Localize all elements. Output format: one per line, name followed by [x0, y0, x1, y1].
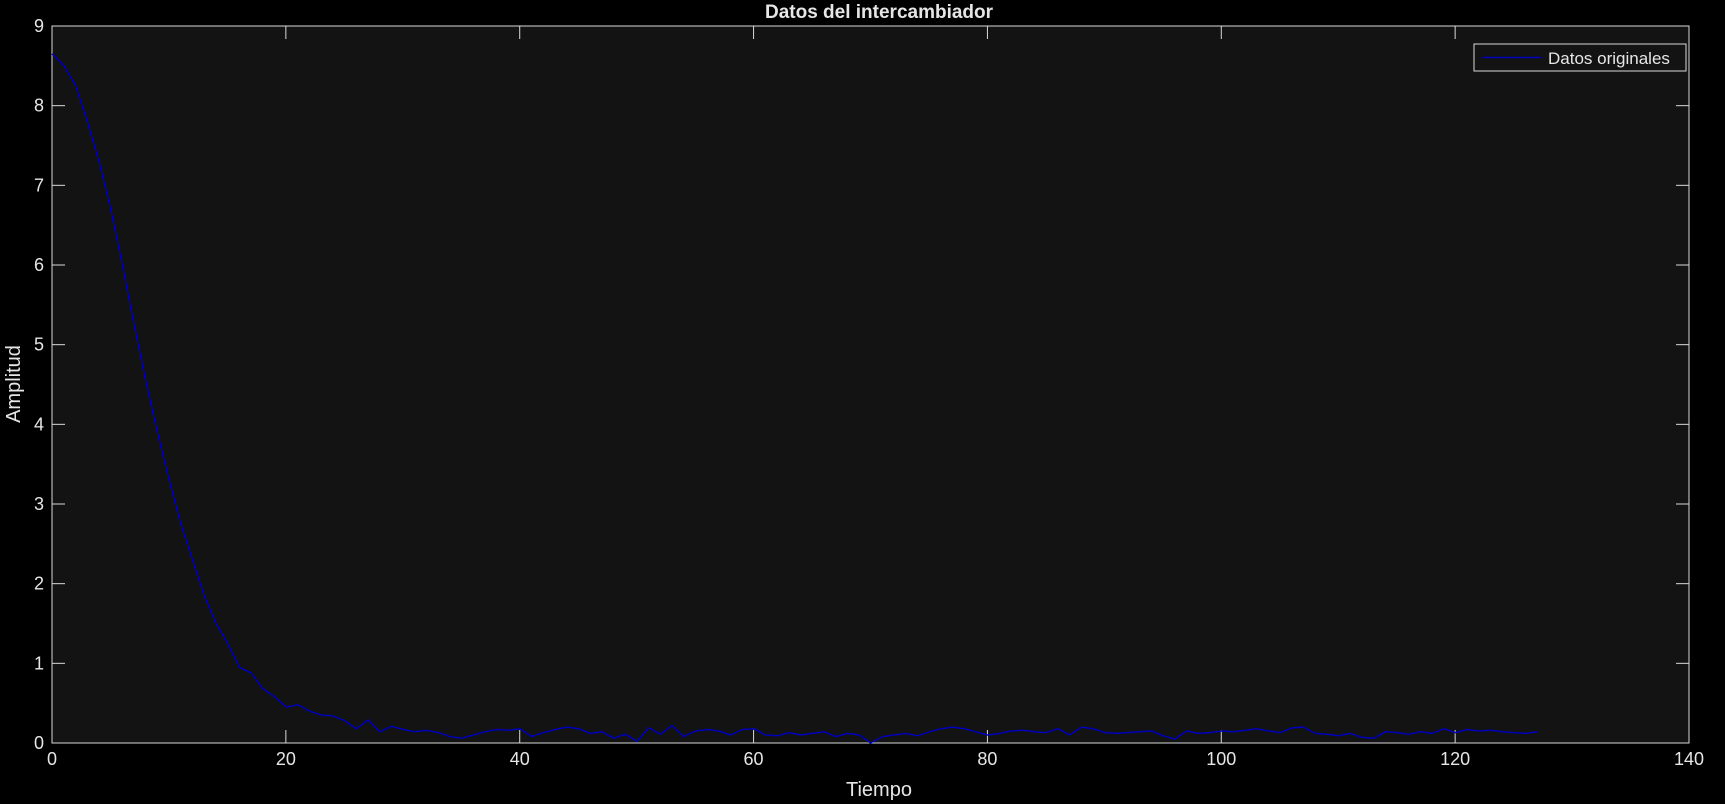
series-layer [51, 53, 1538, 744]
y-tick-label: 7 [34, 175, 44, 195]
y-tick-label: 1 [34, 653, 44, 673]
x-tick-label: 140 [1674, 749, 1704, 769]
x-tick-label: 100 [1206, 749, 1236, 769]
x-tick-label: 60 [744, 749, 764, 769]
x-axis-label: Tiempo [846, 779, 912, 801]
plot-area [51, 25, 1690, 744]
y-tick-label: 2 [34, 574, 44, 594]
x-tick-label: 40 [510, 749, 530, 769]
legend-entry-label: Datos originales [1548, 49, 1670, 68]
y-tick-label: 9 [34, 16, 44, 36]
y-tick-label: 8 [34, 96, 44, 116]
y-tick-label: 4 [34, 414, 44, 434]
x-tick-label: 0 [47, 749, 57, 769]
series-line-1 [51, 53, 1538, 744]
y-tick-label: 3 [34, 494, 44, 514]
legend: Datos originales [1473, 43, 1687, 72]
chart-title: Datos del intercambiador [765, 2, 994, 23]
y-tick-label: 6 [34, 255, 44, 275]
x-tick-label: 120 [1440, 749, 1470, 769]
y-tick-label: 0 [34, 733, 44, 753]
tick-labels: 0 20 40 60 80 100 120 140 0 1 2 3 4 5 6 7 8 9 [34, 16, 1704, 769]
axis-ticks [51, 25, 1690, 744]
x-tick-label: 80 [977, 749, 997, 769]
x-tick-label: 20 [276, 749, 296, 769]
y-axis-label: Amplitud [3, 345, 25, 423]
y-tick-label: 5 [34, 335, 44, 355]
